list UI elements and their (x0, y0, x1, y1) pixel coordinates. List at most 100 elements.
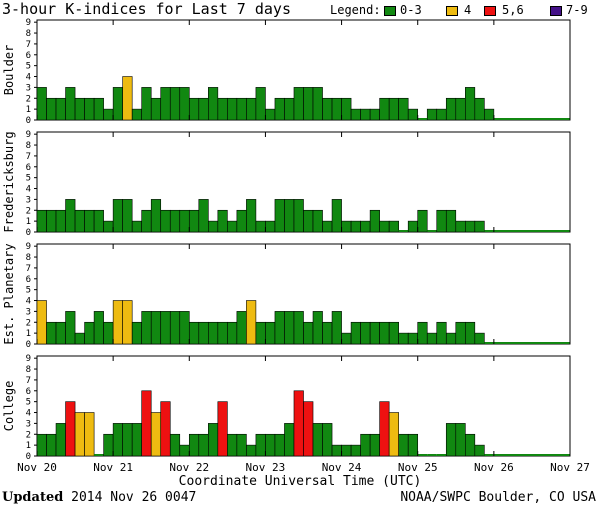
k-bar (141, 209, 152, 233)
y-tick-label: 4 (26, 185, 31, 195)
k-bar (474, 444, 485, 457)
k-bar (465, 321, 476, 345)
k-bar (455, 321, 466, 345)
x-tick-label: Nov 23 (246, 461, 286, 474)
k-bar (112, 199, 123, 233)
k-bar (217, 401, 228, 457)
k-bar (103, 108, 114, 121)
k-bar (255, 87, 266, 121)
y-tick-label: 5 (26, 62, 31, 72)
k-bar (188, 433, 200, 457)
k-bar (160, 209, 171, 233)
k-bar (217, 321, 228, 345)
panel-label: Boulder (2, 45, 16, 96)
k-bar (293, 87, 304, 121)
y-tick-label: 4 (26, 297, 31, 307)
k-bar (169, 87, 181, 121)
k-bar (198, 321, 209, 345)
k-bar (227, 433, 238, 457)
k-bar (93, 209, 104, 233)
k-bar (160, 87, 171, 121)
k-bar (188, 209, 200, 233)
k-bar (274, 311, 285, 345)
source-credit: NOAA/SWPC Boulder, CO USA (400, 490, 596, 505)
k-bar (322, 220, 333, 233)
k-bar (474, 332, 485, 345)
k-bar (417, 209, 428, 233)
legend-swatch-0-3 (384, 6, 396, 16)
k-bar (141, 311, 152, 345)
k-bar (274, 433, 285, 457)
k-bar (74, 209, 85, 233)
y-tick-label: 6 (26, 387, 31, 397)
k-bar (179, 311, 190, 345)
k-bar (474, 97, 485, 121)
k-bar (293, 311, 304, 345)
k-bar (36, 300, 47, 345)
k-bar (445, 97, 457, 121)
y-tick-label: 3 (26, 83, 31, 93)
k-bar (55, 423, 66, 457)
legend-item-7-9: 7-9 (566, 3, 588, 17)
y-tick-label: 1 (26, 329, 31, 339)
k-bar (303, 87, 314, 121)
k-bar (274, 199, 285, 233)
k-bar (293, 390, 304, 457)
k-bar (208, 220, 219, 233)
y-tick-label: 0 (26, 340, 31, 350)
k-bar (265, 220, 276, 233)
k-bar (350, 444, 361, 457)
k-bar (65, 87, 76, 121)
k-bar (93, 311, 104, 345)
k-bar (84, 321, 95, 345)
k-bar (160, 311, 171, 345)
k-bar (350, 108, 361, 121)
legend-swatch-7-9 (550, 6, 562, 16)
y-tick-label: 7 (26, 376, 31, 386)
panel-label: College (2, 381, 16, 432)
y-tick-label: 7 (26, 264, 31, 274)
k-bar (236, 209, 247, 233)
k-bar (46, 321, 57, 345)
k-bar (379, 220, 390, 233)
panel-label: Est. Planetary (2, 243, 16, 344)
k-bar (360, 321, 371, 345)
k-bar (208, 87, 219, 121)
k-bar (169, 311, 181, 345)
k-bar (179, 444, 190, 457)
k-bar (112, 87, 123, 121)
x-tick-label: Nov 22 (169, 461, 209, 474)
k-bar (474, 220, 485, 233)
y-tick-label: 7 (26, 40, 31, 50)
k-bar (407, 108, 419, 121)
k-bar (55, 209, 66, 233)
legend-label: Legend: (330, 3, 381, 17)
k-bar (388, 412, 399, 457)
k-bar (369, 433, 380, 457)
k-bar (141, 390, 152, 457)
k-bar (465, 87, 476, 121)
k-bar (65, 311, 76, 345)
k-bar (312, 209, 323, 233)
legend-item-4: 4 (464, 3, 472, 17)
k-bar (131, 423, 142, 457)
y-tick-label: 2 (26, 430, 31, 440)
k-bar (198, 97, 209, 121)
k-bar (36, 209, 47, 233)
k-bar (445, 209, 457, 233)
k-bar (322, 321, 333, 345)
k-bar (398, 97, 409, 121)
y-tick-label: 1 (26, 105, 31, 115)
k-bar (369, 209, 380, 233)
x-tick-label: Nov 20 (17, 461, 57, 474)
k-bar (208, 321, 219, 345)
k-bar (236, 311, 247, 345)
k-bar (141, 87, 152, 121)
k-bar (445, 423, 457, 457)
chart-title: 3-hour K-indices for Last 7 days (2, 0, 291, 18)
k-bar (398, 433, 409, 457)
k-bar (436, 321, 447, 345)
k-bar (331, 311, 342, 345)
y-tick-label: 8 (26, 29, 31, 39)
k-bar (341, 220, 352, 233)
